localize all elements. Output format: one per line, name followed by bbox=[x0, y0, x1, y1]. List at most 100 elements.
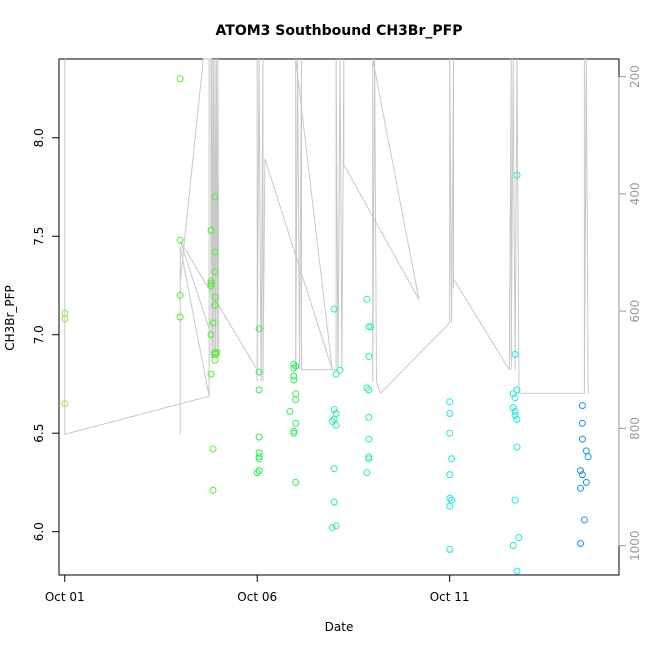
data-point bbox=[513, 443, 521, 451]
data-point bbox=[515, 534, 523, 542]
data-point bbox=[207, 278, 215, 285]
altitude-line-layer bbox=[64, 58, 589, 435]
data-point bbox=[292, 396, 300, 404]
data-point bbox=[446, 429, 454, 437]
data-point bbox=[209, 486, 217, 494]
y2-tick-label: 600 bbox=[628, 300, 642, 323]
data-point bbox=[365, 413, 373, 421]
data-point bbox=[578, 471, 586, 479]
plot-frame bbox=[58, 58, 620, 576]
data-point bbox=[582, 478, 590, 486]
data-point bbox=[213, 349, 221, 356]
data-point bbox=[365, 386, 373, 394]
data-point bbox=[513, 386, 521, 394]
x-axis: Oct 01 Oct 06 Oct 11 bbox=[45, 574, 470, 604]
y-tick-label: 6.0 bbox=[32, 522, 46, 541]
data-point bbox=[577, 467, 584, 475]
data-point bbox=[290, 364, 298, 372]
data-point bbox=[255, 325, 263, 333]
data-point bbox=[61, 400, 69, 408]
data-point bbox=[446, 471, 454, 479]
data-point bbox=[511, 408, 519, 415]
data-point bbox=[290, 427, 298, 435]
data-point bbox=[290, 372, 298, 380]
x-axis-title: Date bbox=[325, 620, 354, 634]
data-point bbox=[207, 282, 215, 289]
data-point bbox=[330, 498, 338, 506]
data-point bbox=[255, 455, 263, 463]
data-point bbox=[511, 412, 519, 419]
data-point bbox=[328, 417, 336, 425]
data-point bbox=[292, 419, 300, 427]
data-point bbox=[513, 415, 521, 423]
data-point bbox=[332, 370, 340, 378]
y-tick-label: 8.0 bbox=[32, 128, 46, 147]
data-point bbox=[207, 370, 215, 378]
data-point bbox=[580, 516, 588, 524]
data-point bbox=[176, 75, 184, 83]
data-point bbox=[448, 455, 456, 463]
data-point bbox=[253, 469, 261, 477]
data-point bbox=[207, 280, 215, 287]
data-point bbox=[363, 295, 371, 303]
data-point bbox=[211, 293, 219, 301]
data-point bbox=[446, 502, 454, 510]
data-point bbox=[207, 331, 215, 339]
data-point bbox=[577, 484, 584, 492]
data-point bbox=[211, 301, 219, 309]
data-point bbox=[292, 390, 300, 398]
secondary-y-axis: 200 400 600 800 1000 bbox=[618, 65, 642, 561]
data-point bbox=[578, 419, 586, 427]
data-point bbox=[330, 406, 338, 414]
data-point bbox=[365, 323, 373, 331]
y2-tick-label: 800 bbox=[628, 417, 642, 440]
data-point bbox=[509, 404, 517, 412]
data-point bbox=[577, 540, 584, 547]
data-point bbox=[446, 398, 454, 406]
data-point bbox=[509, 390, 517, 398]
y-tick-label: 7.0 bbox=[32, 325, 46, 344]
points-layer bbox=[61, 75, 592, 575]
data-point bbox=[365, 435, 373, 443]
data-point bbox=[365, 352, 373, 360]
data-point bbox=[513, 567, 521, 575]
x-tick-label: Oct 06 bbox=[237, 590, 277, 604]
data-point bbox=[332, 522, 340, 530]
data-point bbox=[578, 435, 586, 443]
x-tick-label: Oct 11 bbox=[430, 590, 470, 604]
data-point bbox=[509, 542, 517, 549]
data-point bbox=[211, 356, 219, 364]
data-point bbox=[330, 465, 338, 473]
y2-tick-label: 200 bbox=[628, 65, 642, 88]
data-point bbox=[292, 478, 300, 486]
y2-tick-label: 1000 bbox=[628, 530, 642, 561]
x-tick-label: Oct 01 bbox=[45, 590, 85, 604]
data-point bbox=[584, 453, 592, 461]
data-point bbox=[292, 362, 300, 370]
y-tick-label: 7.5 bbox=[32, 227, 46, 246]
data-point bbox=[61, 315, 69, 323]
chart-title: ATOM3 Southbound CH3Br_PFP bbox=[216, 23, 463, 39]
data-point bbox=[290, 429, 298, 437]
data-point bbox=[290, 360, 298, 368]
data-point bbox=[511, 394, 519, 402]
data-point bbox=[255, 368, 263, 376]
data-point bbox=[446, 410, 454, 417]
data-point bbox=[211, 349, 219, 356]
data-point bbox=[286, 408, 294, 415]
data-point bbox=[332, 421, 340, 429]
data-point bbox=[255, 453, 263, 461]
data-point bbox=[209, 445, 217, 453]
altitude-line bbox=[64, 58, 589, 435]
data-point bbox=[367, 323, 375, 331]
data-point bbox=[582, 447, 590, 455]
data-point bbox=[211, 268, 219, 276]
data-point bbox=[209, 319, 217, 327]
data-point bbox=[176, 236, 184, 244]
data-point bbox=[176, 291, 184, 299]
data-point bbox=[363, 469, 371, 477]
data-point bbox=[290, 376, 298, 384]
y-axis-title: CH3Br_PFP bbox=[3, 285, 17, 351]
data-point bbox=[328, 524, 336, 532]
